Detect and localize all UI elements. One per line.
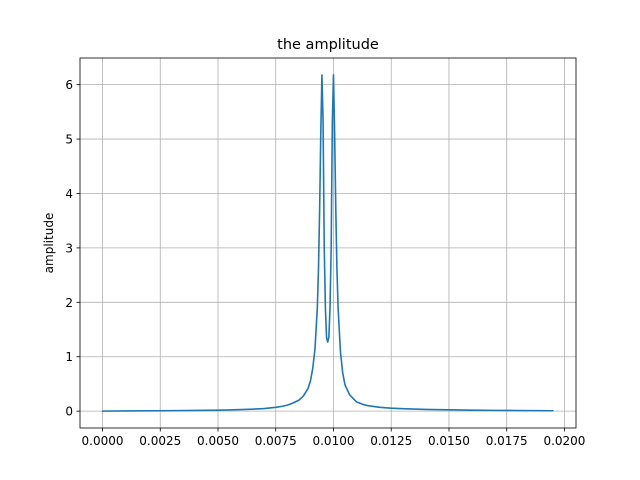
x-tick-label: 0.0200	[543, 434, 585, 448]
x-tick-label: 0.0100	[312, 434, 354, 448]
y-tick-label: 3	[65, 241, 73, 255]
axis-ticks: 0.0000 0.0025 0.0050 0.0075 0.0100 0.0125 0.01…	[65, 78, 585, 448]
y-tick-label: 6	[65, 78, 73, 92]
chart-title: the amplitude	[277, 37, 379, 53]
y-tick-label: 4	[65, 187, 73, 201]
x-tick-label: 0.0050	[197, 434, 239, 448]
plot-area	[101, 74, 554, 412]
x-tick-label: 0.0025	[139, 434, 181, 448]
grid-lines	[80, 58, 576, 428]
y-tick-label: 1	[65, 350, 73, 364]
x-tick-label: 0.0150	[428, 434, 470, 448]
amplitude-series-line	[101, 74, 554, 412]
x-tick-label: 0.0000	[82, 434, 124, 448]
x-tick-label: 0.0175	[486, 434, 528, 448]
x-tick-label: 0.0125	[370, 434, 412, 448]
axes-frame	[79, 57, 577, 429]
y-tick-label: 0	[65, 405, 73, 419]
y-tick-label: 2	[65, 296, 73, 310]
x-tick-label: 0.0075	[255, 434, 297, 448]
y-axis-label: amplitude	[42, 213, 56, 274]
y-tick-label: 5	[65, 133, 73, 147]
